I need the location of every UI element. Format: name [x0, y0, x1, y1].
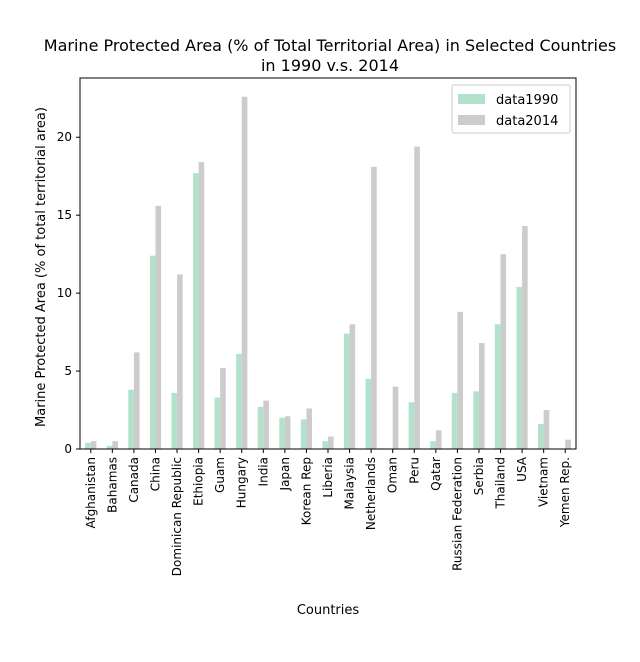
- bar-data1990-guam: [214, 397, 221, 449]
- bar-data2014-ethiopia: [198, 162, 205, 449]
- bar-data2014-afghanistan: [90, 441, 97, 449]
- x-tick-label: Malaysia: [343, 457, 357, 509]
- x-tick-label: India: [256, 457, 270, 486]
- chart-title-line1: Marine Protected Area (% of Total Territ…: [44, 36, 616, 55]
- bar-data1990-peru: [408, 402, 415, 449]
- bar-data2014-japan: [284, 416, 291, 449]
- bar-data2014-china: [155, 205, 162, 449]
- x-tick-label: Bahamas: [105, 457, 119, 513]
- x-tick-label: Peru: [407, 457, 421, 484]
- x-tick-label: Afghanistan: [84, 457, 98, 528]
- x-tick-label: Qatar: [429, 457, 443, 491]
- bar-data2014-serbia: [478, 343, 485, 449]
- bar-data1990-netherlands: [365, 378, 372, 449]
- y-tick-label: 0: [64, 442, 72, 456]
- x-tick-label: Oman: [386, 457, 400, 493]
- bar-data2014-yemen-rep-: [565, 439, 571, 449]
- x-tick-label: USA: [515, 456, 529, 482]
- bar-data1990-afghanistan: [85, 442, 91, 449]
- bar-data2014-hungary: [241, 96, 248, 450]
- y-tick-label: 15: [57, 208, 72, 222]
- bar-data2014-korean-rep: [306, 408, 313, 449]
- bar-data1990-qatar: [430, 441, 436, 449]
- x-tick-label: Thailand: [494, 457, 508, 510]
- bar-data2014-malaysia: [349, 324, 356, 449]
- bar-data2014-oman: [392, 386, 399, 449]
- x-tick-label: Netherlands: [364, 457, 378, 530]
- bar-data1990-vietnam: [538, 424, 544, 449]
- x-tick-label: Ethiopia: [192, 457, 206, 506]
- bar-data1990-usa: [516, 286, 523, 449]
- bar-data2014-bahamas: [112, 441, 118, 449]
- y-tick-label: 10: [57, 286, 72, 300]
- bar-data2014-netherlands: [371, 166, 377, 449]
- bar-data1990-china: [149, 255, 156, 449]
- bar-data1990-dominican-republic: [171, 392, 178, 449]
- bar-data2014-peru: [414, 146, 420, 449]
- bar-data1990-russian-federation: [451, 392, 458, 449]
- chart-title-line2: in 1990 v.s. 2014: [261, 56, 399, 75]
- legend-swatch-data2014: [458, 115, 485, 125]
- bar-data1990-liberia: [322, 441, 328, 449]
- bar-data2014-vietnam: [543, 410, 550, 449]
- legend-label-data2014: data2014: [496, 114, 558, 129]
- legend-swatch-data1990: [458, 94, 485, 104]
- legend: data1990 data2014: [451, 84, 571, 134]
- x-tick-label: Serbia: [472, 457, 486, 495]
- bar-data2014-guam: [220, 367, 226, 449]
- x-tick-label: Russian Federation: [450, 457, 464, 571]
- bar-data2014-qatar: [435, 430, 442, 449]
- bar-data1990-canada: [128, 389, 134, 449]
- bar-data2014-liberia: [328, 436, 334, 449]
- x-tick-label: Guam: [213, 457, 227, 493]
- bar-data1990-japan: [279, 417, 285, 449]
- x-tick-label: Vietnam: [537, 457, 551, 507]
- bar-data1990-hungary: [236, 353, 242, 449]
- x-tick-label: Dominican Republic: [170, 457, 184, 576]
- x-tick-label: Canada: [127, 457, 141, 503]
- bar-data2014-canada: [133, 352, 140, 449]
- y-axis-label: Marine Protected Area (% of total territ…: [34, 107, 49, 427]
- x-axis-label: Countries: [297, 603, 360, 618]
- bar-data2014-usa: [522, 226, 528, 449]
- bar-data1990-malaysia: [343, 333, 350, 449]
- x-tick-label: Yemen Rep.: [558, 457, 572, 528]
- legend-label-data1990: data1990: [496, 93, 558, 108]
- x-tick-label: Liberia: [321, 457, 335, 498]
- x-tick-label: Korean Rep: [299, 457, 313, 525]
- x-tick-label: Hungary: [235, 457, 249, 508]
- bar-data1990-thailand: [494, 324, 501, 449]
- bar-data2014-thailand: [500, 254, 507, 449]
- bar-data1990-india: [257, 406, 264, 449]
- bar-data2014-dominican-republic: [177, 274, 183, 449]
- bar-data2014-russian-federation: [457, 311, 463, 449]
- y-tick-label: 5: [64, 364, 72, 378]
- x-tick-label: China: [148, 457, 162, 491]
- x-tick-label: Japan: [278, 457, 292, 491]
- bar-data1990-serbia: [473, 391, 479, 449]
- bar-data1990-korean-rep: [300, 419, 307, 449]
- bar-data2014-india: [263, 400, 269, 449]
- y-tick-label: 20: [57, 130, 72, 144]
- bar-data1990-bahamas: [106, 445, 113, 449]
- plot-area: 0 5 10 15 20 Afghanistan Bahamas Canada China Dom…: [57, 77, 577, 576]
- bar-data1990-ethiopia: [193, 173, 199, 449]
